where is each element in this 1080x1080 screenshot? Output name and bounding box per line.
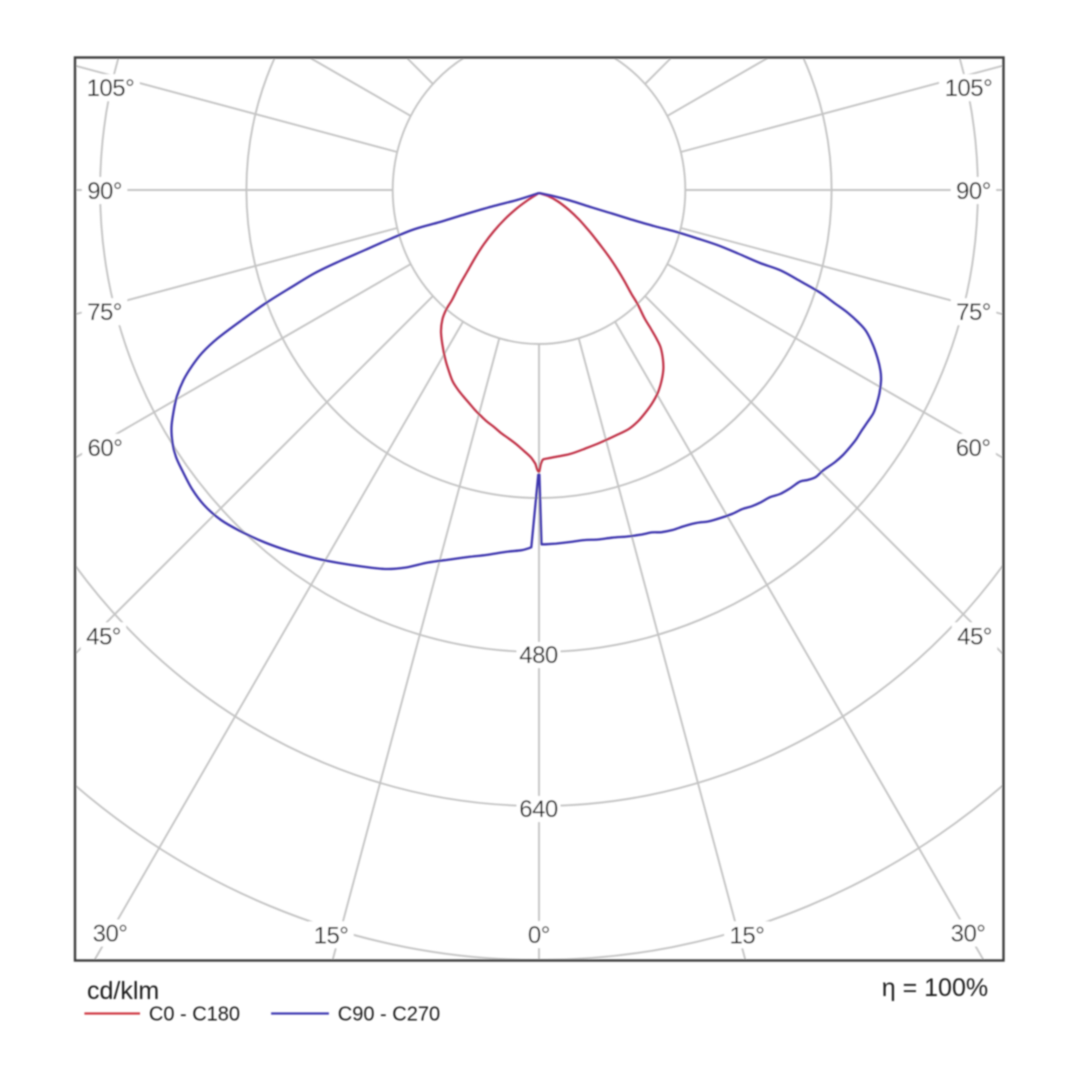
- svg-text:45°: 45°: [86, 623, 121, 650]
- svg-text:30°: 30°: [951, 921, 986, 948]
- svg-text:C90 - C270: C90 - C270: [338, 1004, 440, 1026]
- svg-text:105°: 105°: [945, 75, 993, 102]
- svg-text:105°: 105°: [87, 75, 135, 102]
- svg-text:60°: 60°: [88, 435, 123, 462]
- svg-text:0°: 0°: [528, 922, 550, 949]
- svg-text:C0 - C180: C0 - C180: [149, 1004, 240, 1026]
- svg-text:45°: 45°: [957, 623, 992, 650]
- svg-text:cd/klm: cd/klm: [87, 977, 159, 1005]
- svg-text:75°: 75°: [87, 299, 122, 326]
- svg-text:η = 100%: η = 100%: [882, 974, 988, 1002]
- svg-text:75°: 75°: [956, 299, 991, 326]
- svg-text:15°: 15°: [314, 922, 349, 949]
- svg-text:60°: 60°: [956, 435, 991, 462]
- svg-text:90°: 90°: [956, 178, 991, 205]
- svg-text:90°: 90°: [87, 178, 122, 205]
- svg-text:480: 480: [519, 642, 558, 669]
- svg-text:30°: 30°: [93, 921, 128, 948]
- svg-text:640: 640: [519, 796, 558, 823]
- svg-text:15°: 15°: [730, 922, 765, 949]
